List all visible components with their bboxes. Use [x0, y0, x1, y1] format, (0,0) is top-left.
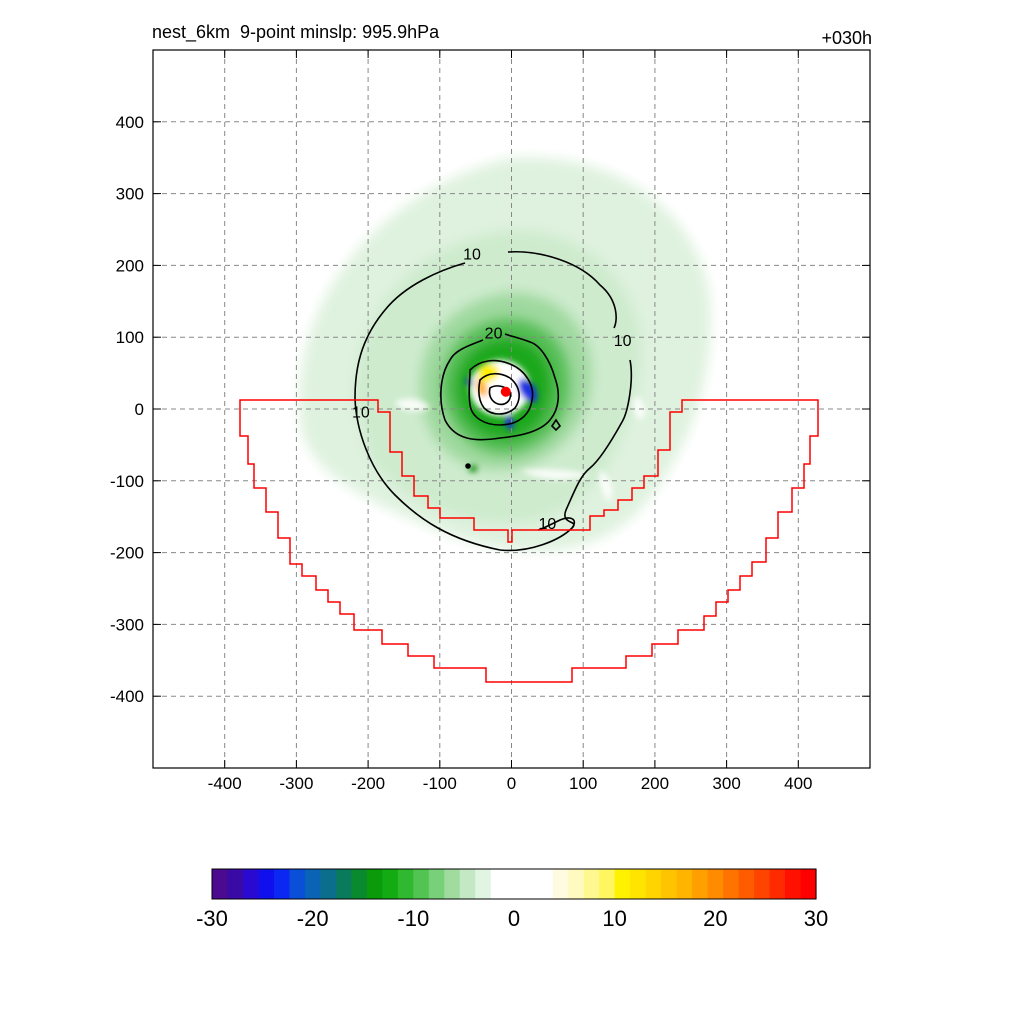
colorbar-swatch	[754, 869, 771, 899]
colorbar-swatch	[490, 869, 507, 899]
x-tick-label: 300	[712, 774, 740, 793]
colorbar-swatch	[382, 869, 399, 899]
colorbar-tick-label: -10	[397, 906, 429, 931]
colorbar-swatch	[583, 869, 600, 899]
contour-label: 10	[463, 247, 481, 264]
colorbar-swatch	[289, 869, 306, 899]
colorbar-swatch	[568, 869, 585, 899]
grid-lines	[153, 50, 870, 768]
colorbar-swatch	[242, 869, 260, 899]
colorbar-swatch	[258, 869, 275, 899]
colorbar-tick-label: 0	[508, 906, 520, 931]
colorbar-tick-label: 30	[804, 906, 828, 931]
x-tick-label: -100	[423, 774, 457, 793]
x-axis: -400 -300 -200 -100 0 100 200 300 400	[208, 50, 812, 793]
colorbar-tick-labels: -30 -20 -10 0 10 20 30	[196, 906, 828, 931]
colorbar-swatch	[304, 869, 322, 899]
contour-labels: 10 10 10 10 20	[352, 247, 632, 533]
y-tick-label: 100	[116, 328, 144, 347]
colorbar-swatch	[630, 869, 647, 899]
x-tick-label: 0	[507, 774, 516, 793]
colorbar-swatch	[413, 869, 430, 899]
colorbar-swatch	[769, 869, 786, 899]
colorbar-swatch	[645, 869, 662, 899]
colorbar-swatch	[351, 869, 368, 899]
colorbar-swatch	[273, 869, 291, 899]
x-tick-label: -300	[279, 774, 313, 793]
colorbar-tick-label: -30	[196, 906, 228, 931]
colorbar-swatch	[475, 869, 492, 899]
forecast-hour-label: +030h	[821, 28, 872, 48]
colorbar-tick-label: 10	[602, 906, 626, 931]
colorbar-swatch	[212, 869, 229, 899]
colorbar-swatch	[537, 869, 554, 899]
contour-label: 10	[538, 516, 556, 533]
colorbar-swatch	[661, 869, 678, 899]
x-tick-label: 100	[569, 774, 597, 793]
colorbar-swatch	[785, 869, 802, 899]
colorbar-swatch	[552, 869, 569, 899]
colorbar-swatch	[366, 869, 383, 899]
x-tick-label: 400	[784, 774, 812, 793]
x-tick-label: -200	[351, 774, 385, 793]
colorbar-swatch	[723, 869, 740, 899]
colorbar-swatch	[614, 869, 631, 899]
wind-contours	[354, 250, 633, 552]
colorbar-swatch	[459, 869, 476, 899]
contour-label: 10	[614, 333, 632, 350]
colorbar	[211, 868, 817, 900]
y-axis: 400 300 200 100 0 -100 -200 -300 -400	[110, 113, 870, 706]
colorbar-swatch	[335, 869, 352, 899]
y-tick-label: 300	[116, 185, 144, 204]
y-tick-label: 0	[135, 400, 144, 419]
colorbar-swatch	[428, 869, 445, 899]
colorbar-swatch	[692, 869, 709, 899]
plot-title: nest_6km 9-point minslp: 995.9hPa	[152, 22, 440, 42]
colorbar-tick-label: -20	[297, 906, 329, 931]
colorbar-swatch	[506, 869, 523, 899]
colorbar-swatch	[444, 869, 461, 899]
y-tick-label: -100	[110, 472, 144, 491]
contour-20	[440, 333, 560, 441]
sector-boundary	[239, 399, 819, 683]
colorbar-swatch	[676, 869, 693, 899]
colorbar-swatch	[599, 869, 616, 899]
contour-label: 20	[485, 326, 503, 343]
filled-field	[299, 157, 711, 552]
contour-label: 10	[352, 405, 370, 422]
y-tick-label: 400	[116, 113, 144, 132]
colorbar-swatch	[227, 869, 244, 899]
colorbar-frame	[211, 868, 817, 900]
colorbar-swatch	[800, 869, 817, 899]
colorbar-swatch	[738, 869, 755, 899]
y-tick-label: -300	[110, 615, 144, 634]
colorbar-swatch	[707, 869, 724, 899]
y-tick-label: 200	[116, 256, 144, 275]
colorbar-swatch	[320, 869, 337, 899]
colorbar-tick-label: 20	[703, 906, 727, 931]
contour-10	[354, 250, 633, 552]
colorbar-swatch	[521, 869, 538, 899]
x-tick-label: -400	[208, 774, 242, 793]
y-tick-label: -200	[110, 544, 144, 563]
y-tick-label: -400	[110, 687, 144, 706]
colorbar-swatch	[397, 869, 414, 899]
outer-boundary	[239, 399, 819, 683]
x-tick-label: 200	[641, 774, 669, 793]
storm-center-marker	[500, 386, 511, 397]
